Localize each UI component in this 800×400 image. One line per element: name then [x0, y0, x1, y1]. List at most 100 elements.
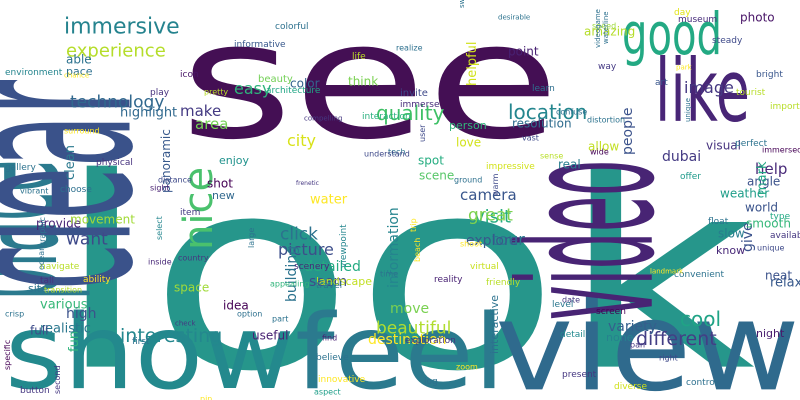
word-first: first [132, 337, 150, 347]
word-sweep: sweep [458, 0, 466, 8]
word-believe: believe [316, 353, 349, 363]
word-zoom: zoom [456, 362, 478, 371]
word-diverse: diverse [614, 382, 647, 392]
word-able: able [66, 53, 92, 67]
word-cool: cool [680, 307, 721, 331]
word-beautiful: beautiful [376, 319, 451, 339]
word-desirable: desirable [498, 14, 530, 22]
word-choose: choose [60, 185, 92, 195]
word-art: art [655, 78, 668, 88]
word-shoot: shoot [460, 239, 482, 248]
word-play: play [150, 88, 170, 98]
word-dubai: dubai [662, 149, 701, 165]
word-option: option [237, 309, 262, 318]
word-unique: unique [757, 243, 785, 252]
word-see: see [180, 0, 560, 175]
word-view: view [495, 275, 800, 400]
word-invite: invite [400, 88, 428, 99]
word-building: building [284, 246, 300, 302]
word-item: item [180, 208, 200, 218]
word-tech: tech [388, 147, 406, 156]
word-button: button [20, 386, 50, 396]
word-select: select [155, 216, 164, 240]
word-like: like [655, 42, 750, 142]
word-resolution: resolution [512, 117, 572, 131]
word-second: second [53, 365, 62, 394]
word-distortion: distortion [587, 115, 625, 124]
word-right: right [659, 353, 678, 362]
word-beach: beach [413, 238, 422, 262]
word-float: float [708, 217, 729, 227]
word-find: find [322, 333, 337, 342]
word-water: water [310, 192, 348, 207]
word-specific: specific [3, 340, 12, 370]
word-ground: ground [454, 175, 482, 184]
word-highlight: highlight [120, 105, 177, 120]
word-none: none [606, 331, 634, 344]
word-sense: sense [540, 151, 563, 160]
word-feel: feel [295, 293, 505, 400]
word-innovative: innovative [318, 375, 366, 385]
word-understand: understand [364, 149, 410, 158]
word-unique: unique [684, 98, 692, 122]
word-available: available [770, 231, 800, 241]
word-tall: tall [40, 276, 54, 286]
word-spot: spot [418, 154, 444, 168]
word-various: various [40, 297, 88, 312]
word-smooth: smooth [746, 217, 791, 231]
word-good: good [622, 1, 722, 68]
word-large: large [247, 228, 256, 248]
word-move: move [390, 301, 429, 317]
word-waterline: waterline [602, 11, 610, 44]
word-nice: nice [176, 167, 222, 250]
word-day: day [674, 8, 691, 18]
word-environment: environment [5, 68, 63, 78]
word-mark: mark [755, 161, 770, 195]
word-shot: shot [207, 177, 233, 191]
word-picture: picture [278, 240, 334, 259]
word-ability: ability [83, 275, 111, 285]
word-offer: offer [680, 172, 701, 182]
word-useful: useful [252, 329, 288, 343]
word-graphic: graphic [38, 217, 47, 247]
word-immersed: immersed [762, 145, 800, 154]
word-vibrant: vibrant [20, 186, 48, 195]
word-city: city [287, 131, 316, 150]
word-movement: movement [70, 213, 135, 227]
word-neat: neat [765, 269, 792, 283]
word-relax: relax [770, 275, 800, 290]
word-architecture: architecture [266, 86, 321, 96]
word-wide: wide [590, 147, 609, 156]
word-frenetic: frenetic [296, 180, 319, 187]
word-trip: trip [409, 218, 418, 232]
word-inside: inside [148, 257, 172, 266]
word-impressive: impressive [486, 162, 535, 172]
word-visual: visual [706, 139, 741, 153]
word-pan: pan [630, 340, 645, 349]
word-colorful: colorful [275, 22, 309, 32]
word-experience: experience [66, 40, 166, 61]
word-sight: sight [150, 183, 170, 192]
word-new: new [212, 189, 235, 202]
word-scenery: scenery [294, 262, 330, 272]
word-speed: speed [592, 21, 616, 30]
word-detail: detail [560, 330, 585, 340]
word-video: video [482, 160, 696, 320]
word-angle: angle [747, 175, 780, 189]
word-want: want [66, 230, 108, 250]
word-easy: easy [234, 79, 271, 98]
word-important: important [770, 102, 800, 112]
word-know: know [716, 244, 745, 257]
word-realistic: realistic [40, 321, 91, 336]
word-detailed: detailed [304, 259, 361, 275]
word-pretty: pretty [204, 87, 228, 96]
word-scene: scene [419, 169, 454, 183]
word-space: space [174, 281, 209, 295]
word-information: information [386, 207, 402, 288]
word-gallery: gallery [5, 163, 36, 173]
word-present: present [562, 370, 597, 380]
word-pin: pin [200, 394, 212, 400]
word-date: date [562, 295, 580, 304]
word-technology: technology [70, 93, 164, 113]
